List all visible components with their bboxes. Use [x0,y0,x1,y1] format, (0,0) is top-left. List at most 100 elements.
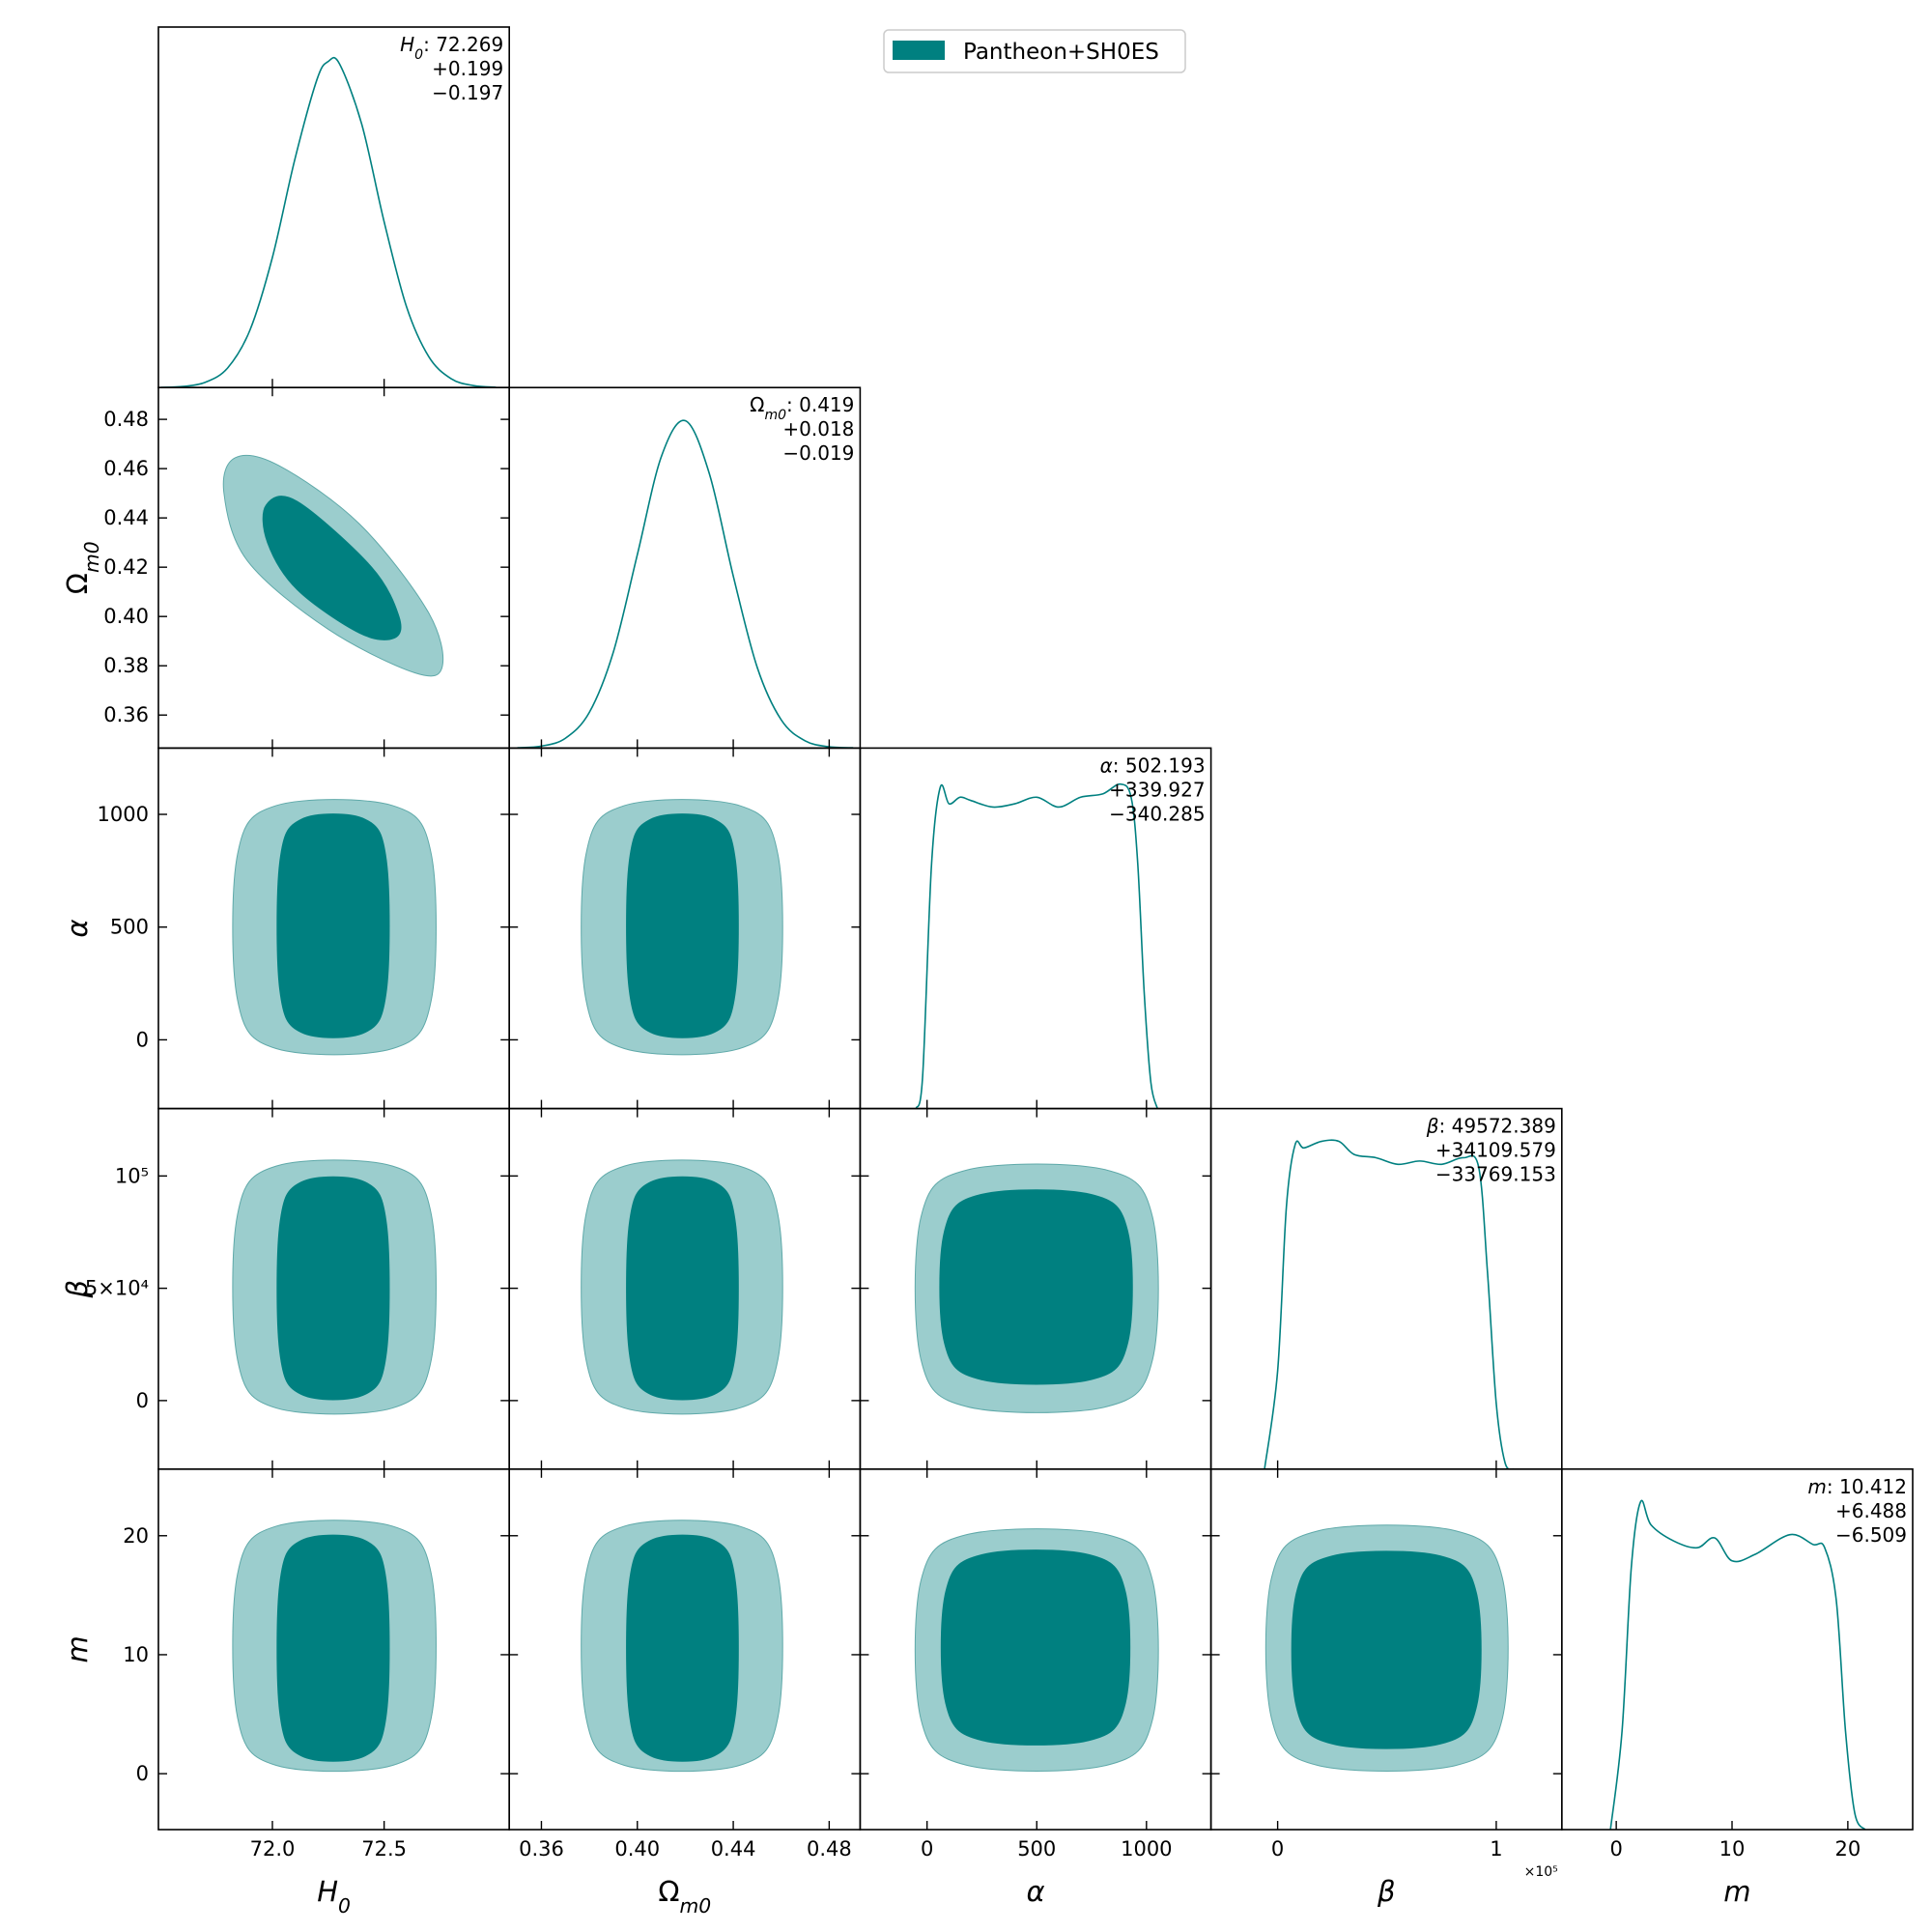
density-curve [915,782,1158,1109]
y-axis-label: α [61,919,94,937]
legend: Pantheon+SH0ES [883,29,1186,73]
summary-lower: −0.197 [432,81,503,104]
subscript: 0 [414,47,423,63]
y-axis-label: Ωm0 [61,541,103,594]
subscript: m0 [680,1894,712,1918]
y-tick-label: 0.44 [103,506,149,529]
summary-lower: −340.285 [1109,802,1205,825]
summary-upper: +339.927 [1109,778,1205,801]
y-tick-label: 1000 [98,803,149,826]
y-tick-label: 10 [123,1643,149,1666]
x-axis-label: Ωm0 [658,1875,711,1918]
summary-title: α: 502.193 [1100,753,1206,777]
x-tick-label: 72.5 [361,1837,407,1861]
y-tick-label: 500 [110,916,149,939]
y-tick-label: 5×10⁴ [85,1277,149,1300]
legend-swatch [893,41,945,60]
summary-upper: +34109.579 [1435,1139,1556,1162]
y-tick-label: 10⁵ [115,1164,149,1187]
subscript: m0 [80,541,103,573]
summary-separator: : [1439,1115,1452,1138]
x-tick-label: 72.0 [250,1837,296,1861]
y-tick-label: 0 [136,1762,149,1785]
summary-upper: +0.199 [432,57,503,80]
y-tick-label: 0.48 [103,408,149,431]
summary-median: 502.193 [1125,753,1206,777]
symbol: β [1426,1115,1439,1138]
summary-lower: −33769.153 [1435,1163,1556,1186]
x-axis-label: m [1723,1875,1750,1908]
summary-separator: : [423,33,436,56]
contour-68 [939,1189,1133,1385]
summary-title: Ωm0: 0.419 [750,393,854,423]
summary-lower: −0.019 [782,441,854,465]
x-tick-label: 1000 [1121,1837,1172,1861]
legend-label: Pantheon+SH0ES [963,40,1159,65]
x-axis-label: β [1377,1875,1396,1908]
summary-median: 72.269 [436,33,503,56]
x-tick-label: 0.36 [519,1837,564,1861]
symbol: Ω [658,1875,679,1908]
y-tick-label: 0.46 [103,457,149,480]
summary-title: β: 49572.389 [1426,1115,1556,1138]
symbol: α [61,919,94,937]
x-tick-label: 0 [1609,1837,1622,1861]
x-tick-label: 20 [1835,1837,1861,1861]
contour-68 [1291,1550,1482,1749]
symbol: m [61,1635,94,1662]
contour-68 [626,1176,739,1401]
subscript: 0 [338,1894,351,1918]
subscript: m0 [764,408,786,423]
x-axis-label: α [1026,1875,1044,1908]
y-tick-label: 20 [123,1524,149,1548]
panel-frame [1561,1468,1914,1831]
summary-separator: : [786,393,799,416]
symbol: H [317,1875,338,1908]
summary-upper: +0.018 [782,417,854,440]
contour-68 [262,496,402,640]
symbol: Ω [61,573,94,594]
y-axis-label: β [61,1280,94,1299]
symbol: Ω [750,393,764,416]
y-tick-label: 0.42 [103,555,149,579]
symbol: β [61,1280,94,1299]
symbol: m [1723,1875,1750,1908]
density-curve [517,419,854,749]
symbol: α [1026,1875,1044,1908]
y-tick-label: 0 [136,1389,149,1412]
x-tick-label: 0.44 [711,1837,756,1861]
axis-offset-label: ×10⁵ [1524,1864,1558,1880]
density-curve [1264,1139,1515,1469]
x-axis-label: H0 [317,1875,351,1918]
summary-upper: +6.488 [1835,1499,1907,1522]
contour-68 [276,1534,390,1762]
contour-68 [276,813,390,1038]
y-tick-label: 0.38 [103,654,149,677]
x-tick-label: 0 [1271,1837,1284,1861]
y-tick-label: 0 [136,1028,149,1051]
density-curve [160,56,497,388]
x-tick-label: 500 [1017,1837,1056,1861]
contour-68 [276,1176,390,1401]
y-tick-label: 0.40 [103,605,149,628]
legend-frame [883,29,1186,73]
symbol: α [1100,753,1113,777]
symbol: β [1377,1875,1396,1908]
summary-separator: : [1827,1475,1839,1498]
summary-separator: : [1113,753,1125,777]
y-axis-label: m [61,1635,94,1662]
summary-lower: −6.509 [1835,1523,1907,1547]
contour-68 [626,813,739,1038]
x-tick-label: 0 [921,1837,933,1861]
x-tick-label: 0.48 [807,1837,852,1861]
summary-median: 0.419 [799,393,854,416]
contour-68 [626,1534,739,1762]
x-tick-label: 1 [1490,1837,1502,1861]
y-tick-label: 0.36 [103,703,149,726]
symbol: H [400,33,414,56]
density-curve [1609,1499,1866,1831]
summary-median: 49572.389 [1452,1115,1556,1138]
symbol: m [1807,1475,1826,1498]
